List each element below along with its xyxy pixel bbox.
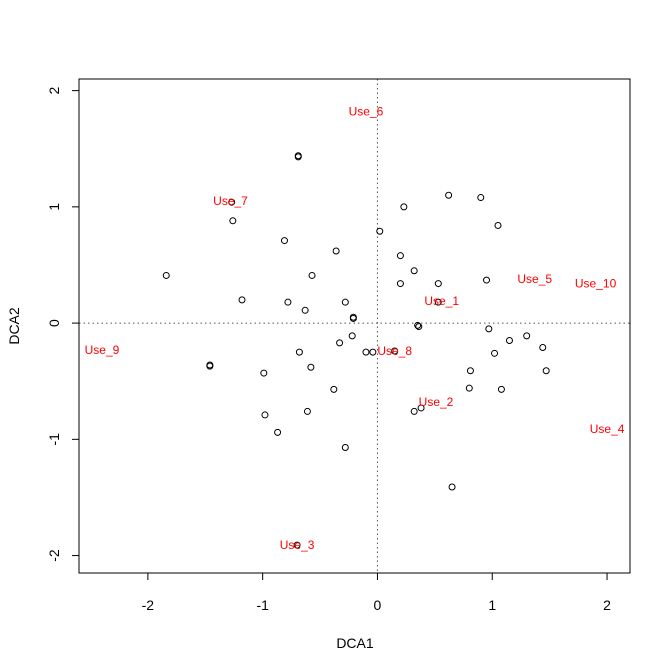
y-tick-label: -1 bbox=[46, 433, 62, 446]
site-point bbox=[539, 344, 547, 352]
site-point bbox=[293, 541, 301, 549]
species-label: Use_6 bbox=[349, 105, 384, 119]
site-point bbox=[391, 347, 399, 355]
x-axis-title: DCA1 bbox=[336, 635, 374, 651]
species-label: Use_2 bbox=[419, 395, 454, 409]
site-point bbox=[206, 362, 214, 370]
site-point bbox=[349, 314, 357, 322]
site-point bbox=[376, 227, 384, 235]
y-tick-label: 2 bbox=[46, 87, 62, 95]
reference-lines bbox=[79, 79, 630, 573]
site-point bbox=[341, 443, 349, 451]
site-point bbox=[294, 152, 302, 160]
site-point bbox=[307, 363, 315, 371]
site-point bbox=[417, 404, 425, 412]
site-point bbox=[229, 217, 237, 225]
site-point bbox=[238, 296, 246, 304]
site-point bbox=[332, 247, 340, 255]
site-point bbox=[336, 339, 344, 347]
site-point bbox=[434, 280, 442, 288]
species-label: Use_10 bbox=[575, 277, 617, 291]
site-point bbox=[396, 280, 404, 288]
species-labels: Use_1 Use_2 Use_3 Use_4 Use_5 Use_6 Use_7 Use_8… bbox=[85, 105, 625, 553]
site-point bbox=[497, 385, 505, 393]
site-point bbox=[477, 194, 485, 202]
site-point bbox=[348, 332, 356, 340]
site-point bbox=[369, 348, 377, 356]
site-point bbox=[448, 483, 456, 491]
site-point bbox=[410, 267, 418, 275]
site-point bbox=[491, 349, 499, 357]
site-point bbox=[542, 367, 550, 375]
site-points bbox=[162, 152, 550, 549]
site-point bbox=[260, 369, 268, 377]
site-point bbox=[523, 332, 531, 340]
site-point bbox=[301, 306, 309, 314]
x-tick-label: -1 bbox=[256, 597, 269, 613]
x-tick-label: 1 bbox=[488, 597, 496, 613]
site-point bbox=[362, 348, 370, 356]
site-point bbox=[261, 411, 269, 419]
site-point bbox=[228, 198, 236, 206]
site-point bbox=[341, 298, 349, 306]
site-point bbox=[483, 276, 491, 284]
y-axis: -2 -1 0 1 2 bbox=[46, 87, 80, 562]
species-label: Use_1 bbox=[424, 294, 459, 308]
site-point bbox=[485, 325, 493, 333]
site-point bbox=[284, 298, 292, 306]
site-point bbox=[274, 428, 282, 436]
site-point bbox=[494, 221, 502, 229]
site-point bbox=[330, 385, 338, 393]
species-label: Use_9 bbox=[85, 343, 120, 357]
y-tick-label: 1 bbox=[46, 203, 62, 211]
site-point bbox=[280, 237, 288, 245]
site-point bbox=[466, 367, 474, 375]
x-tick-label: -2 bbox=[142, 597, 155, 613]
x-tick-label: 2 bbox=[603, 597, 611, 613]
species-label: Use_8 bbox=[377, 344, 412, 358]
species-label: Use_5 bbox=[517, 272, 552, 286]
y-axis-title: DCA2 bbox=[6, 307, 22, 345]
species-label: Use_7 bbox=[213, 194, 248, 208]
y-tick-label: 0 bbox=[46, 319, 62, 327]
species-label: Use_3 bbox=[280, 538, 315, 552]
site-point bbox=[505, 337, 513, 345]
site-point bbox=[465, 384, 473, 392]
site-point bbox=[396, 252, 404, 260]
site-point bbox=[308, 271, 316, 279]
site-point bbox=[295, 348, 303, 356]
site-point bbox=[410, 407, 418, 415]
site-point bbox=[434, 298, 442, 306]
site-point bbox=[445, 191, 453, 199]
site-point bbox=[414, 321, 422, 329]
site-point bbox=[400, 203, 408, 211]
x-tick-label: 0 bbox=[374, 597, 382, 613]
x-axis: -2 -1 0 1 2 bbox=[142, 572, 611, 613]
site-point bbox=[162, 271, 170, 279]
species-label: Use_4 bbox=[590, 422, 625, 436]
y-tick-label: -2 bbox=[46, 549, 62, 562]
site-point bbox=[415, 323, 423, 331]
site-point bbox=[303, 407, 311, 415]
